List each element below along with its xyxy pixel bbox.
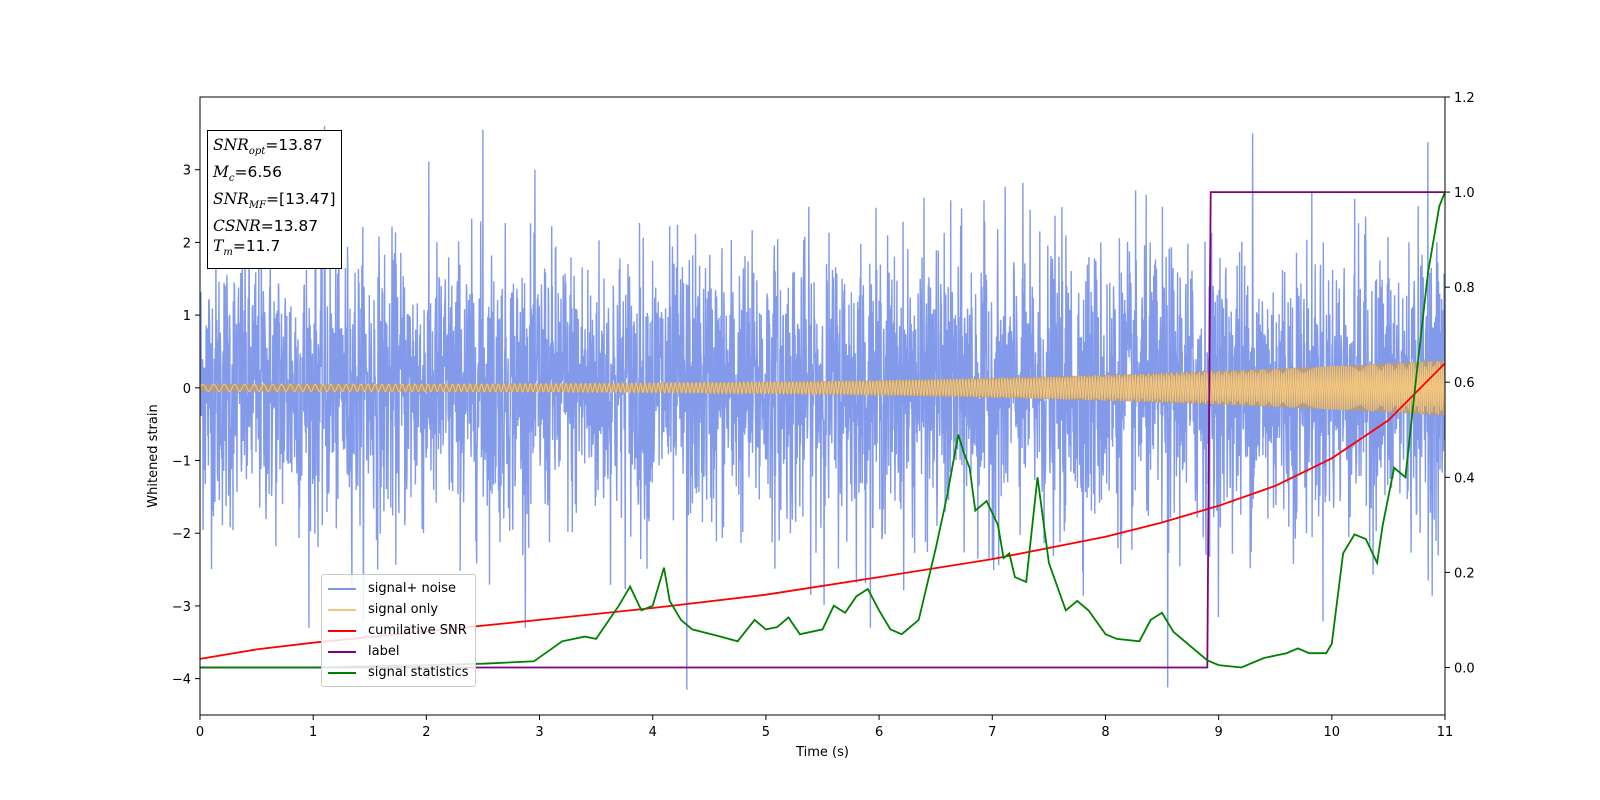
series-label-line — [200, 191, 1445, 669]
legend-swatch-cumulative-snr — [328, 629, 356, 632]
snr-opt-subscript: opt — [248, 146, 266, 158]
series-signal-statistics-line — [200, 191, 1445, 669]
y-tick-label: 2 — [183, 236, 191, 251]
x-tick-label: 7 — [988, 725, 996, 740]
y-tick-label: −2 — [172, 527, 191, 542]
mc-value: =6.56 — [234, 163, 282, 182]
x-tick-label: 2 — [422, 725, 430, 740]
chart-legend: signal+ noise signal only cumilative SNR… — [321, 574, 476, 687]
snr-opt-line: SNRopt=13.87 — [213, 135, 336, 162]
x-axis-label: Time (s) — [795, 745, 849, 760]
x-tick-label: 8 — [1101, 725, 1109, 740]
legend-swatch-signal-noise — [328, 587, 356, 590]
legend-swatch-signal-only — [328, 608, 356, 611]
csnr-symbol: CSNR — [213, 217, 261, 236]
x-tick-label: 5 — [762, 725, 770, 740]
legend-label-signal-only: signal only — [368, 602, 439, 617]
legend-item-signal-statistics: signal statistics — [328, 662, 469, 683]
x-tick-label: 4 — [649, 725, 657, 740]
y-tick-label: −1 — [172, 455, 191, 470]
x-tick-label: 6 — [875, 725, 883, 740]
y2-tick-label: 0.4 — [1454, 471, 1475, 486]
csnr-line: CSNR=13.87 — [213, 216, 336, 236]
y-tick-label: 3 — [183, 164, 191, 179]
legend-label-signal-noise: signal+ noise — [368, 581, 457, 596]
mc-subscript: c — [228, 173, 235, 185]
y-tick-label: 0 — [183, 382, 191, 397]
x-tick-label: 1 — [309, 725, 317, 740]
csnr-value: =13.87 — [260, 217, 319, 236]
y2-tick-label: 1.2 — [1454, 91, 1475, 106]
y2-tick-label: 0.6 — [1454, 376, 1475, 391]
y-tick-label: 1 — [183, 309, 191, 324]
snr-mf-symbol: SNR — [213, 190, 249, 209]
x-tick-label: 0 — [196, 725, 204, 740]
x-tick-label: 10 — [1324, 725, 1341, 740]
snr-opt-symbol: SNR — [213, 136, 249, 154]
plot-frame — [199, 96, 1446, 716]
legend-label-label: label — [368, 644, 400, 659]
tm-subscript: m — [223, 247, 233, 259]
legend-swatch-label — [328, 650, 356, 653]
y-tick-label: −4 — [172, 673, 191, 688]
tm-line: Tm=11.7 — [213, 236, 336, 263]
y2-tick-label: 0.8 — [1454, 281, 1475, 296]
y-tick-label: −3 — [172, 600, 191, 615]
snr-mf-line: SNRMF=[13.47] — [213, 189, 336, 216]
y2-tick-label: 1.0 — [1454, 186, 1475, 201]
legend-item-signal-noise: signal+ noise — [328, 578, 469, 599]
tm-value: =11.7 — [232, 237, 281, 256]
series-signal-only-line — [200, 360, 1445, 416]
legend-label-cumulative-snr: cumilative SNR — [368, 623, 467, 638]
stats-annotation-box: SNRopt=13.87 Mc=6.56 SNRMF=[13.47] CSNR=… — [207, 130, 342, 270]
legend-label-signal-statistics: signal statistics — [368, 665, 469, 680]
tm-symbol: T — [213, 237, 224, 256]
legend-item-signal-only: signal only — [328, 599, 469, 620]
legend-item-label: label — [328, 641, 469, 662]
axes-layer: 0 1 2 3 4 5 6 7 8 9 10 11 −4 −3 −2 −1 0 1 2 3 0.0 0.2 0.4 0.6 0.… — [172, 91, 1475, 740]
legend-swatch-signal-statistics — [328, 671, 356, 674]
y-axis-label: Whitened strain — [146, 404, 161, 507]
y2-tick-label: 0.0 — [1454, 661, 1475, 676]
snr-mf-value: =[13.47] — [266, 190, 336, 209]
snr-opt-value: =13.87 — [265, 136, 323, 154]
x-tick-label: 3 — [535, 725, 543, 740]
x-tick-label: 11 — [1437, 725, 1454, 740]
mc-symbol: M — [213, 163, 229, 182]
snr-mf-subscript: MF — [248, 200, 267, 212]
x-tick-label: 9 — [1214, 725, 1222, 740]
legend-item-cumulative-snr: cumilative SNR — [328, 620, 469, 641]
y2-tick-label: 0.2 — [1454, 566, 1475, 581]
mc-line: Mc=6.56 — [213, 162, 336, 189]
